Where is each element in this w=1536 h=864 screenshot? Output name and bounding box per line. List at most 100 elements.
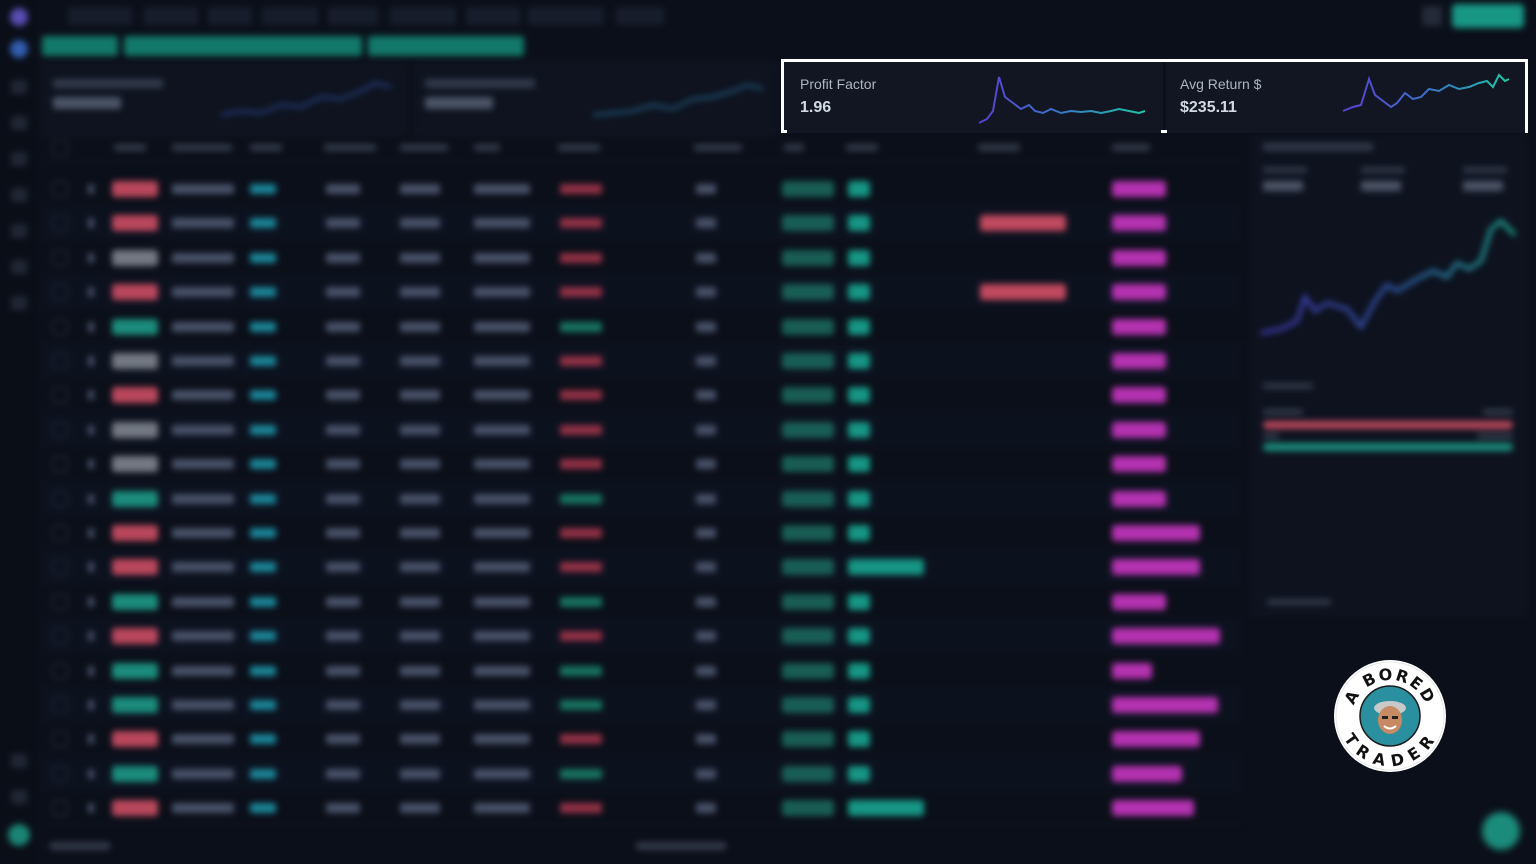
clear-filters-link[interactable] — [674, 7, 744, 25]
select-all-checkbox[interactable] — [52, 140, 68, 156]
expand-icon[interactable] — [88, 734, 94, 745]
row-checkbox[interactable] — [52, 249, 68, 266]
symbol-link[interactable] — [250, 631, 276, 642]
column-header[interactable] — [1112, 144, 1150, 151]
column-header[interactable] — [114, 144, 146, 151]
column-header[interactable] — [558, 144, 600, 151]
view-report-link[interactable] — [1267, 599, 1331, 605]
symbol-link[interactable] — [250, 562, 276, 573]
symbol-link[interactable] — [250, 803, 276, 814]
table-row[interactable] — [42, 654, 1242, 688]
column-header[interactable] — [324, 144, 376, 151]
filter-chip[interactable] — [42, 36, 118, 56]
column-header[interactable] — [784, 144, 804, 151]
nav-icon[interactable] — [11, 260, 27, 274]
nav-icon[interactable] — [11, 188, 27, 202]
table-row[interactable] — [42, 585, 1242, 619]
add-trade-button[interactable] — [1452, 4, 1524, 28]
expand-icon[interactable] — [88, 218, 94, 229]
table-row[interactable] — [42, 378, 1242, 413]
row-checkbox[interactable] — [52, 387, 68, 404]
row-checkbox[interactable] — [52, 215, 68, 232]
nav-icon[interactable] — [11, 116, 27, 130]
row-checkbox[interactable] — [52, 318, 68, 335]
column-header[interactable] — [846, 144, 878, 151]
table-row[interactable] — [42, 756, 1242, 791]
expand-icon[interactable] — [88, 562, 94, 573]
symbol-link[interactable] — [250, 700, 276, 710]
row-checkbox[interactable] — [52, 353, 68, 369]
expand-icon[interactable] — [88, 184, 94, 194]
symbol-link[interactable] — [250, 356, 276, 366]
filter-dropdown[interactable] — [616, 7, 664, 25]
column-header[interactable] — [250, 144, 282, 151]
filter-dropdown[interactable] — [328, 7, 378, 25]
column-header[interactable] — [694, 144, 742, 151]
expand-icon[interactable] — [88, 665, 94, 676]
expand-icon[interactable] — [88, 321, 94, 332]
row-checkbox[interactable] — [52, 628, 68, 645]
symbol-link[interactable] — [250, 218, 276, 229]
expand-icon[interactable] — [88, 390, 94, 401]
expand-icon[interactable] — [88, 528, 94, 538]
table-row[interactable] — [42, 206, 1242, 241]
chat-help-icon[interactable] — [1482, 812, 1520, 850]
expand-icon[interactable] — [88, 700, 94, 710]
symbol-link[interactable] — [250, 424, 276, 435]
table-row[interactable] — [42, 481, 1242, 516]
row-checkbox[interactable] — [52, 284, 68, 301]
row-checkbox[interactable] — [52, 559, 68, 576]
symbol-link[interactable] — [250, 252, 276, 263]
expand-icon[interactable] — [88, 459, 94, 470]
row-checkbox[interactable] — [52, 456, 68, 473]
user-icon[interactable] — [11, 790, 27, 804]
symbol-link[interactable] — [250, 390, 276, 401]
nav-icon[interactable] — [11, 80, 27, 94]
table-row[interactable] — [42, 344, 1242, 378]
expand-icon[interactable] — [88, 424, 94, 435]
expand-icon[interactable] — [88, 631, 94, 642]
row-checkbox[interactable] — [52, 593, 68, 610]
symbol-link[interactable] — [250, 287, 276, 298]
filter-dropdown[interactable] — [144, 7, 198, 25]
table-row[interactable] — [42, 722, 1242, 757]
symbol-link[interactable] — [250, 459, 276, 470]
row-checkbox[interactable] — [52, 662, 68, 679]
symbol-link[interactable] — [250, 596, 276, 607]
filter-dropdown[interactable] — [466, 7, 520, 25]
column-header[interactable] — [172, 144, 232, 151]
symbol-link[interactable] — [250, 184, 276, 194]
expand-icon[interactable] — [88, 596, 94, 607]
settings-button[interactable] — [1422, 6, 1442, 26]
expand-icon[interactable] — [88, 252, 94, 263]
row-checkbox[interactable] — [52, 800, 68, 817]
table-row[interactable] — [42, 550, 1242, 585]
symbol-link[interactable] — [250, 528, 276, 538]
table-row[interactable] — [42, 172, 1242, 206]
table-row[interactable] — [42, 516, 1242, 550]
row-checkbox[interactable] — [52, 697, 68, 713]
filter-dropdown[interactable] — [262, 7, 318, 25]
expand-icon[interactable] — [88, 803, 94, 814]
settings-icon[interactable] — [11, 754, 27, 768]
expand-icon[interactable] — [88, 356, 94, 366]
table-row[interactable] — [42, 310, 1242, 344]
table-row[interactable] — [42, 447, 1242, 482]
nav-icon[interactable] — [11, 296, 27, 310]
table-row[interactable] — [42, 412, 1242, 447]
expand-icon[interactable] — [88, 493, 94, 504]
table-row[interactable] — [42, 688, 1242, 722]
nav-icon[interactable] — [11, 224, 27, 238]
filter-chip[interactable] — [124, 36, 362, 56]
filter-dropdown[interactable] — [68, 7, 132, 25]
table-row[interactable] — [42, 791, 1242, 826]
filter-dropdown[interactable] — [390, 7, 456, 25]
row-checkbox[interactable] — [52, 181, 68, 197]
symbol-link[interactable] — [250, 734, 276, 745]
row-checkbox[interactable] — [52, 490, 68, 507]
nav-icon[interactable] — [11, 152, 27, 166]
filter-dropdown[interactable] — [528, 7, 604, 25]
row-checkbox[interactable] — [52, 421, 68, 438]
symbol-link[interactable] — [250, 321, 276, 332]
row-checkbox[interactable] — [52, 731, 68, 748]
